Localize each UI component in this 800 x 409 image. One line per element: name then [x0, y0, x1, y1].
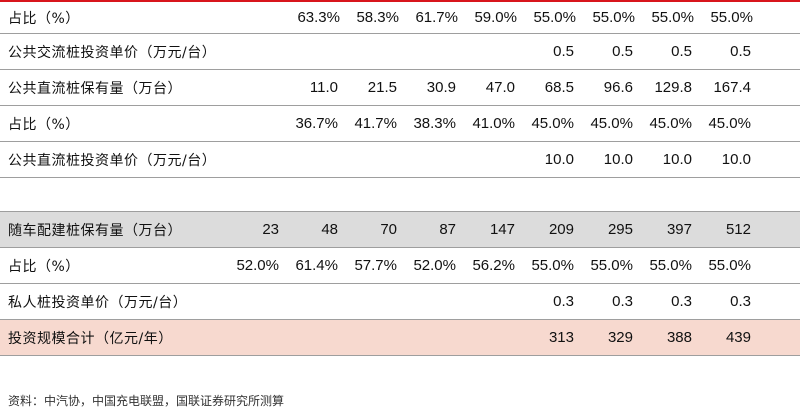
table-cell: 45.0% [590, 115, 633, 132]
table-row-total: 投资规模合计（亿元/年） 313 329 388 439 [0, 320, 800, 356]
table-cell: 10.0 [603, 151, 633, 168]
table-cell: 55.0% [590, 257, 633, 274]
table-row: 占比（%） 63.3% 58.3% 61.7% 59.0% 55.0% 55.0… [0, 2, 800, 34]
row-label: 公共直流桩投资单价（万元/台） [8, 152, 217, 169]
table-cell: 329 [607, 329, 633, 346]
table-cell: 313 [548, 329, 574, 346]
table-cell: 0.5 [730, 43, 751, 60]
table-cell: 36.7% [295, 115, 338, 132]
table-cell: 41.0% [472, 115, 515, 132]
row-label: 占比（%） [8, 258, 80, 275]
table-cell: 167.4 [713, 79, 751, 96]
table-cell: 87 [439, 221, 456, 238]
row-label: 占比（%） [8, 10, 80, 27]
table-cell: 55.0% [651, 9, 694, 26]
table-cell: 439 [725, 329, 751, 346]
table-cell: 209 [548, 221, 574, 238]
source-note: 资料：中汽协，中国充电联盟，国联证券研究所测算 [8, 394, 285, 408]
table-cell: 55.0% [533, 9, 576, 26]
table-row: 公共直流桩投资单价（万元/台） 10.0 10.0 10.0 10.0 [0, 142, 800, 178]
table-cell: 52.0% [413, 257, 456, 274]
table-cell: 0.3 [671, 293, 692, 310]
table-cell: 10.0 [721, 151, 751, 168]
table-cell: 55.0% [531, 257, 574, 274]
table-cell: 45.0% [708, 115, 751, 132]
table-cell: 0.3 [730, 293, 751, 310]
table-cell: 41.7% [354, 115, 397, 132]
table-cell: 0.5 [612, 43, 633, 60]
table-cell: 47.0 [485, 79, 515, 96]
table-spacer-row [0, 178, 800, 212]
table-cell: 70 [380, 221, 397, 238]
table-cell: 61.4% [295, 257, 338, 274]
row-label: 公共交流桩投资单价（万元/台） [8, 44, 217, 61]
table-cell: 58.3% [356, 9, 399, 26]
table-cell: 45.0% [531, 115, 574, 132]
table-cell: 68.5 [544, 79, 574, 96]
table-cell: 55.0% [710, 9, 753, 26]
row-label: 占比（%） [8, 116, 80, 133]
table-row: 私人桩投资单价（万元/台） 0.3 0.3 0.3 0.3 [0, 284, 800, 320]
table-cell: 55.0% [708, 257, 751, 274]
table-cell: 52.0% [236, 257, 279, 274]
table-cell: 11.0 [309, 79, 338, 96]
table-cell: 45.0% [649, 115, 692, 132]
table-cell: 57.7% [354, 257, 397, 274]
table-cell: 61.7% [415, 9, 458, 26]
row-label: 公共直流桩保有量（万台） [8, 80, 182, 97]
row-label: 投资规模合计（亿元/年） [8, 330, 173, 347]
table-cell: 295 [607, 221, 633, 238]
table-cell: 0.3 [612, 293, 633, 310]
table-top-rule [0, 0, 800, 2]
table-cell: 48 [321, 221, 338, 238]
table-row: 公共直流桩保有量（万台） 11.0 21.5 30.9 47.0 68.5 96… [0, 70, 800, 106]
table-row: 占比（%） 52.0% 61.4% 57.7% 52.0% 56.2% 55.0… [0, 248, 800, 284]
table-cell: 388 [666, 329, 692, 346]
table-cell: 397 [666, 221, 692, 238]
table-cell: 96.6 [603, 79, 633, 96]
table-cell: 38.3% [413, 115, 456, 132]
table-cell: 10.0 [544, 151, 574, 168]
table-cell: 512 [725, 221, 751, 238]
table-row: 占比（%） 36.7% 41.7% 38.3% 41.0% 45.0% 45.0… [0, 106, 800, 142]
table-cell: 30.9 [426, 79, 456, 96]
table-cell: 147 [489, 221, 515, 238]
table-cell: 0.5 [671, 43, 692, 60]
table-cell: 55.0% [649, 257, 692, 274]
table-row-highlight: 随车配建桩保有量（万台） 23 48 70 87 147 209 295 397… [0, 212, 800, 248]
table-cell: 10.0 [662, 151, 692, 168]
table-cell: 21.5 [367, 79, 397, 96]
table-row: 公共交流桩投资单价（万元/台） 0.5 0.5 0.5 0.5 [0, 34, 800, 70]
table-cell: 56.2% [472, 257, 515, 274]
table-cell: 63.3% [297, 9, 340, 26]
table-cell: 0.3 [553, 293, 574, 310]
row-label: 私人桩投资单价（万元/台） [8, 294, 188, 311]
table-cell: 129.8 [654, 79, 692, 96]
table-cell: 23 [262, 221, 279, 238]
table-cell: 59.0% [474, 9, 517, 26]
row-label: 随车配建桩保有量（万台） [8, 222, 182, 239]
table-cell: 55.0% [592, 9, 635, 26]
table-cell: 0.5 [553, 43, 574, 60]
